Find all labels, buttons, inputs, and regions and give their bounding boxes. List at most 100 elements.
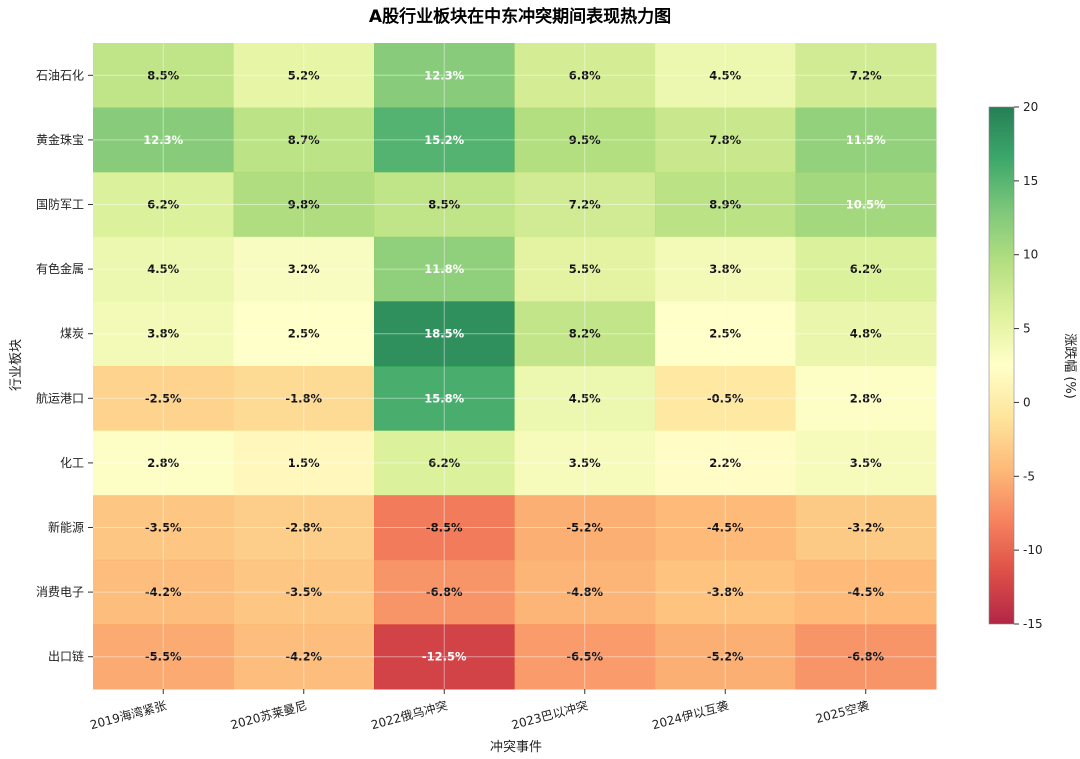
- colorbar-tick-label: -10: [1023, 543, 1043, 557]
- heatmap-cell: [233, 624, 375, 690]
- cell-value-label: 5.5%: [569, 262, 601, 276]
- cell-value-label: 9.5%: [569, 133, 601, 147]
- heatmap-cell: [233, 559, 375, 625]
- chart-title: A股行业板块在中东冲突期间表现热力图: [369, 6, 671, 27]
- heatmap-cell: [655, 559, 796, 625]
- heatmap-cell: [795, 43, 937, 109]
- cell-value-label: 8.7%: [288, 133, 320, 147]
- heatmap-cell: [93, 172, 234, 238]
- cell-value-label: 8.5%: [147, 68, 179, 82]
- cell-value-label: 3.8%: [147, 327, 179, 341]
- x-axis-title: 冲突事件: [490, 739, 542, 755]
- cell-value-label: -0.5%: [707, 391, 744, 405]
- y-tick-label: 航运港口: [36, 390, 84, 405]
- heatmap-cell: [655, 366, 796, 432]
- heatmap-cell: [795, 107, 937, 173]
- cell-value-label: 6.2%: [147, 198, 179, 212]
- cell-value-label: 10.5%: [846, 198, 886, 212]
- heatmap-cell: [233, 107, 375, 173]
- heatmap-cell: [514, 366, 656, 432]
- cell-value-label: 2.8%: [850, 391, 882, 405]
- heatmap-cell: [374, 172, 515, 238]
- heatmap-cell: [795, 236, 937, 302]
- cell-value-label: 3.8%: [709, 262, 741, 276]
- heatmap-cell: [655, 172, 796, 238]
- cell-value-label: -3.5%: [285, 585, 322, 599]
- colorbar-tick-label: 0: [1023, 395, 1031, 409]
- heatmap-cell: [233, 366, 375, 432]
- heatmap-cell: [795, 624, 937, 690]
- heatmap-cell: [233, 236, 375, 302]
- heatmap-cell: [514, 559, 656, 625]
- cell-value-label: -6.5%: [566, 650, 603, 664]
- colorbar-tick-label: 10: [1023, 248, 1038, 262]
- cell-value-label: 7.2%: [569, 198, 601, 212]
- heatmap-cell: [374, 366, 515, 432]
- y-tick-label: 化工: [60, 456, 84, 470]
- cell-value-label: -4.5%: [847, 585, 884, 599]
- heatmap-cell: [93, 43, 234, 109]
- cell-value-label: -3.8%: [707, 585, 744, 599]
- cell-value-label: 6.2%: [850, 262, 882, 276]
- cell-value-label: -5.2%: [566, 521, 603, 535]
- heatmap-cell: [655, 495, 796, 561]
- cell-value-label: 18.5%: [424, 327, 464, 341]
- y-tick-label: 煤炭: [60, 327, 84, 341]
- heatmap-cell: [93, 366, 234, 432]
- x-tick-label: 2025空袭: [814, 697, 871, 726]
- cell-value-label: 3.5%: [569, 456, 601, 470]
- cell-value-label: 1.5%: [288, 456, 320, 470]
- heatmap-cell: [514, 495, 656, 561]
- x-tick-label: 2019海湾紧张: [88, 697, 168, 732]
- heatmap-cell: [93, 430, 234, 496]
- heatmap-cell: [514, 172, 656, 238]
- y-tick-label: 黄金珠宝: [36, 132, 84, 147]
- cell-value-label: 8.5%: [428, 198, 460, 212]
- heatmap-cell: [374, 430, 515, 496]
- heatmap-cell: [655, 430, 796, 496]
- cell-value-label: 9.8%: [288, 198, 320, 212]
- cell-value-label: -2.8%: [285, 521, 322, 535]
- cell-value-label: 7.2%: [850, 68, 882, 82]
- heatmap-cell: [795, 172, 937, 238]
- x-tick-label: 2023巴以冲突: [510, 697, 590, 732]
- cell-value-label: 15.8%: [424, 391, 464, 405]
- cell-value-label: 6.8%: [569, 68, 601, 82]
- y-tick-label: 出口链: [48, 649, 84, 664]
- colorbar-tick-label: 5: [1023, 322, 1031, 336]
- cell-value-label: -4.8%: [566, 585, 603, 599]
- cell-value-label: -1.8%: [285, 391, 322, 405]
- heatmap-cell: [514, 430, 656, 496]
- cell-value-label: 11.8%: [424, 262, 464, 276]
- cell-value-label: 3.5%: [850, 456, 882, 470]
- heatmap-cell: [93, 301, 234, 367]
- cell-value-label: 4.5%: [709, 68, 741, 82]
- heatmap-cell: [795, 495, 937, 561]
- heatmap-cell: [374, 301, 515, 367]
- heatmap-cell: [514, 107, 656, 173]
- cell-value-label: 2.5%: [288, 327, 320, 341]
- cell-value-label: 15.2%: [424, 133, 464, 147]
- x-tick-label: 2022俄乌冲突: [369, 697, 449, 732]
- heatmap-cell: [93, 495, 234, 561]
- cell-value-label: 12.3%: [143, 133, 183, 147]
- heatmap-cell: [93, 624, 234, 690]
- y-tick-label: 消费电子: [36, 585, 84, 599]
- cell-value-label: -2.5%: [145, 391, 182, 405]
- cell-value-label: 5.2%: [288, 68, 320, 82]
- colorbar-tick-label: -15: [1023, 617, 1043, 631]
- cell-value-label: 11.5%: [846, 133, 886, 147]
- cell-value-label: 3.2%: [288, 262, 320, 276]
- colorbar-tick-label: 15: [1023, 174, 1038, 188]
- cell-value-label: -4.2%: [285, 650, 322, 664]
- cell-value-label: -5.5%: [145, 650, 182, 664]
- heatmap-cell: [93, 559, 234, 625]
- heatmap-cell: [795, 366, 937, 432]
- heatmap-cell: [374, 43, 515, 109]
- cell-value-label: 2.5%: [709, 327, 741, 341]
- heatmap-cell: [374, 495, 515, 561]
- heatmap-cell: [795, 430, 937, 496]
- heatmap-cell: [655, 43, 796, 109]
- heatmap-cell: [514, 301, 656, 367]
